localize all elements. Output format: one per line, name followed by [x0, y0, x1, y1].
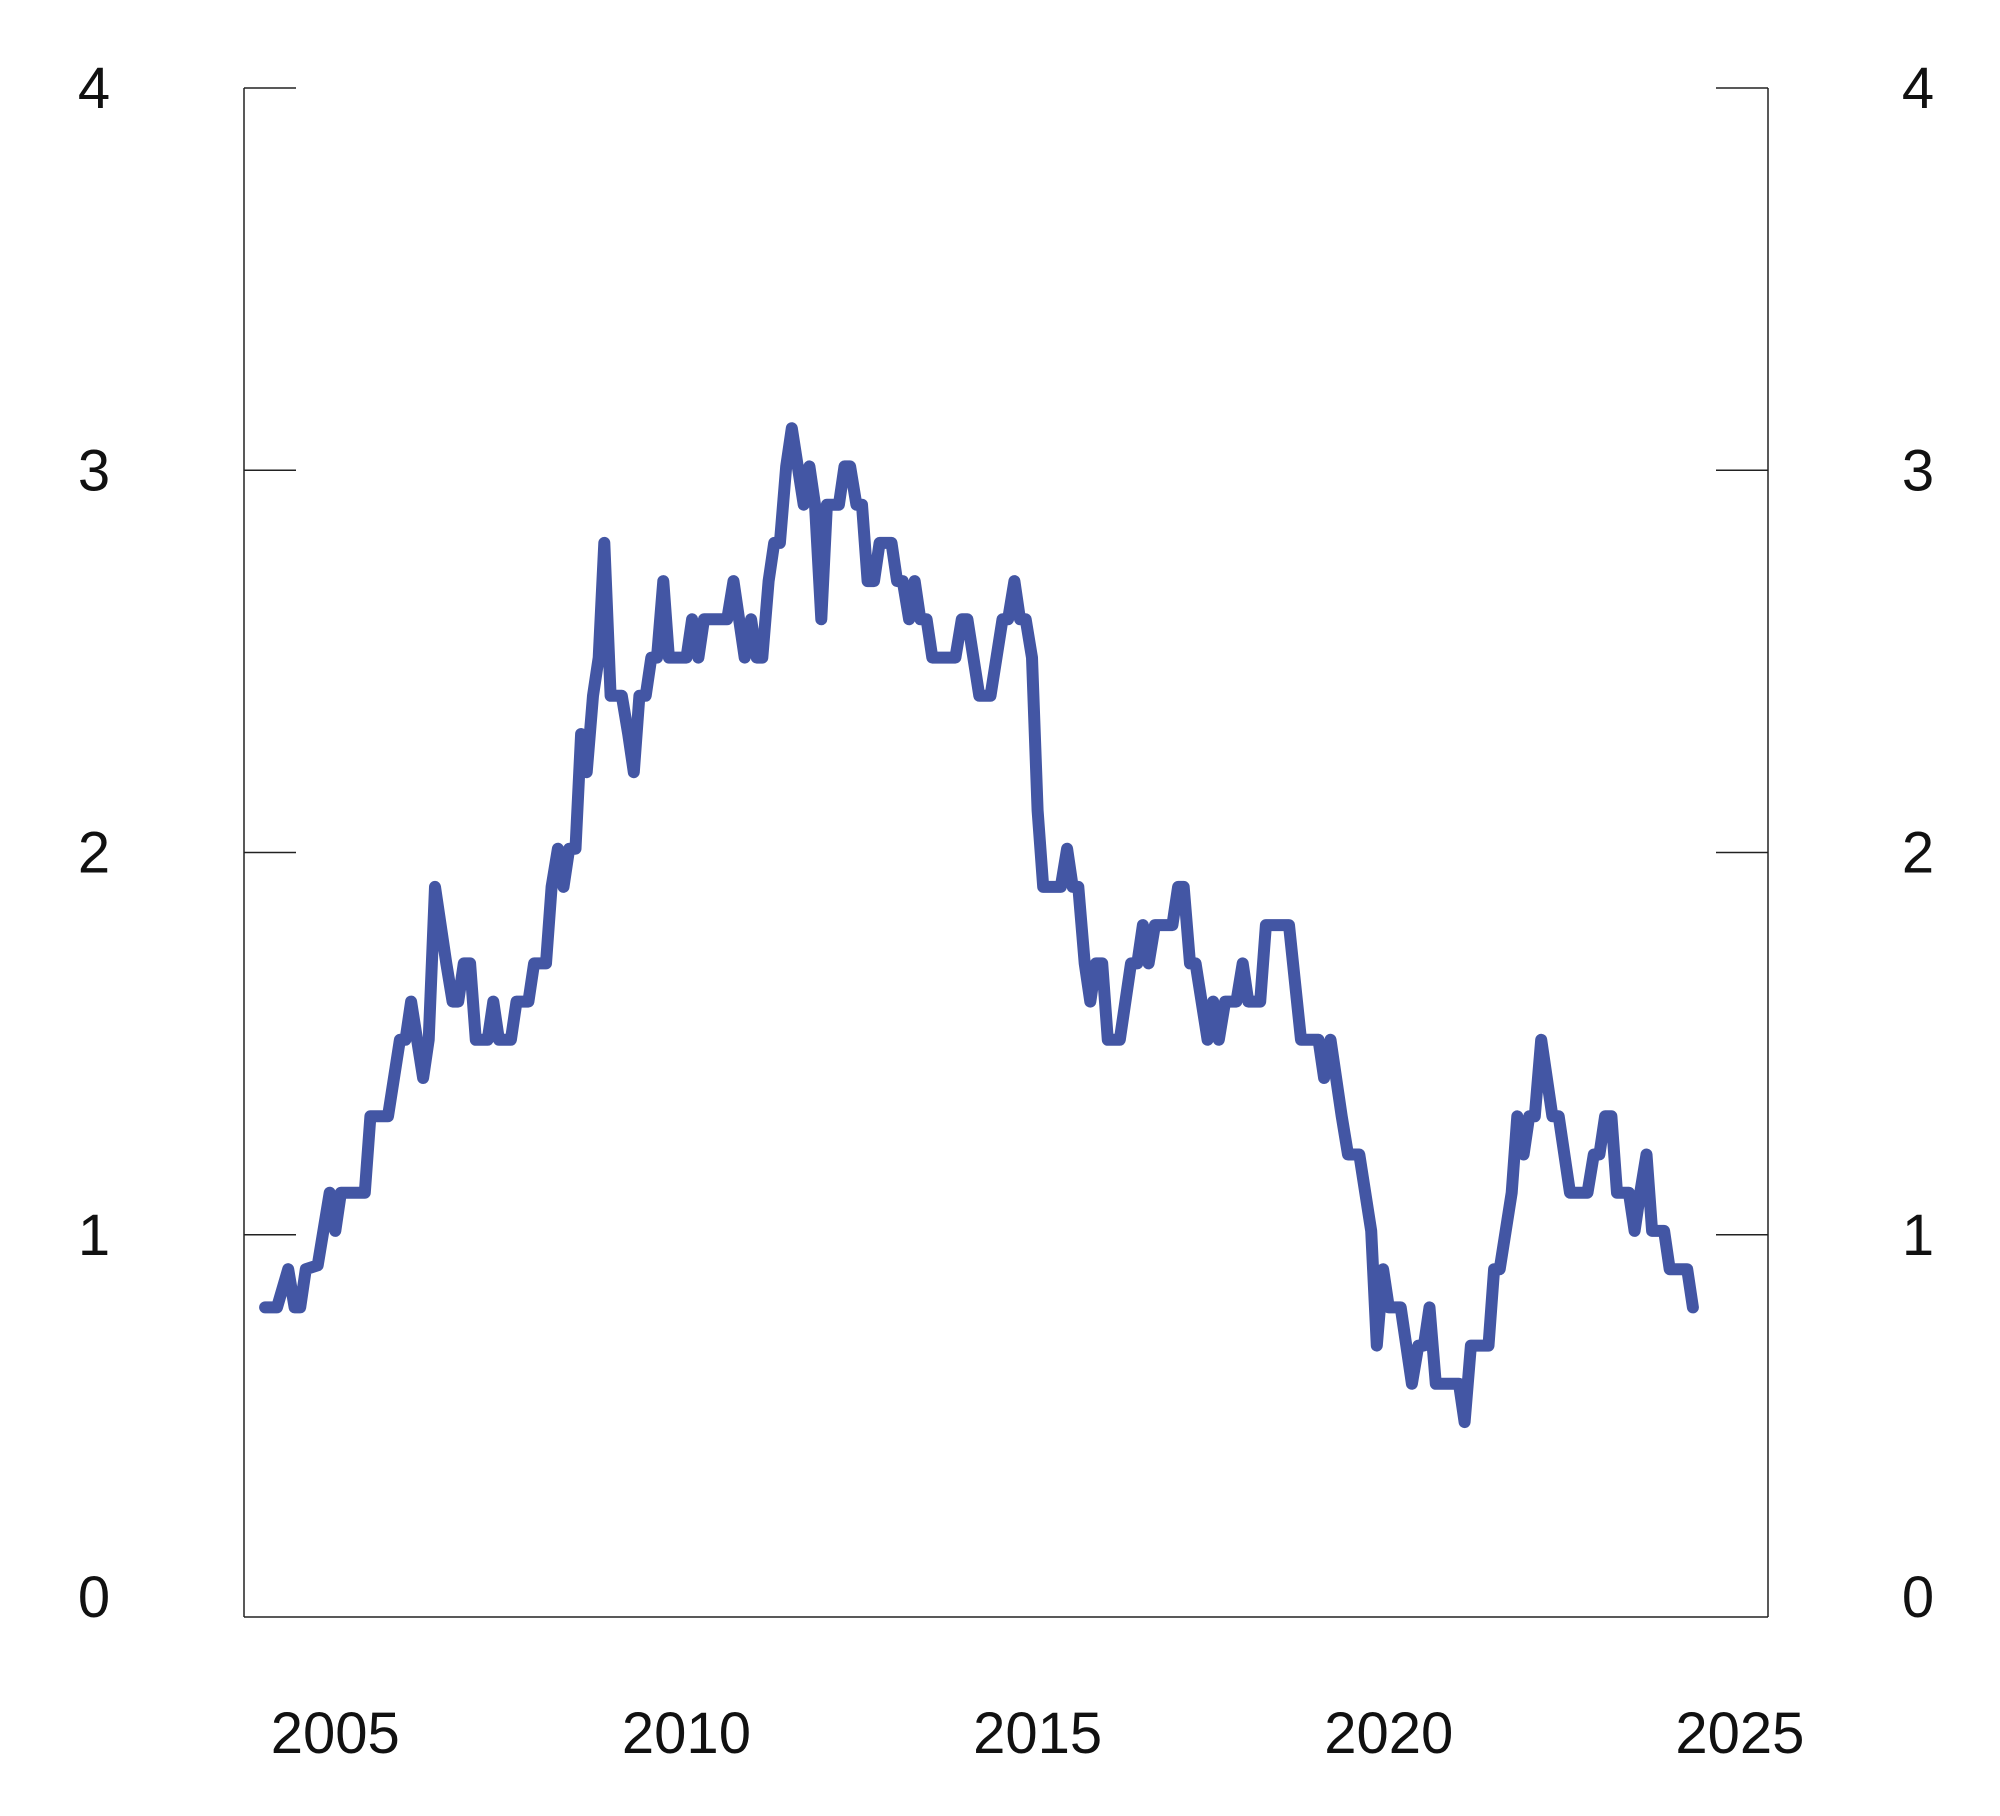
y-tick-label-left: 4 — [78, 56, 110, 121]
y-tick-label-left: 2 — [78, 821, 110, 886]
x-tick-label: 2005 — [271, 1701, 400, 1766]
x-tick-label: 2025 — [1675, 1701, 1804, 1766]
y-tick-label-left: 0 — [78, 1565, 110, 1630]
series-group — [259, 422, 1699, 1429]
y-tick-label-right: 3 — [1902, 438, 1934, 503]
x-tick-label: 2010 — [622, 1701, 751, 1766]
plot-frame — [243, 88, 1769, 1618]
x-tick-label: 2015 — [973, 1701, 1102, 1766]
y-tick-label-left: 1 — [78, 1203, 110, 1268]
y-tick-label-right: 1 — [1902, 1203, 1934, 1268]
axis-ticks — [244, 87, 1768, 1236]
y-tick-label-right: 2 — [1902, 821, 1934, 886]
series-line-0 — [259, 422, 1699, 1429]
y-tick-label-right: 0 — [1902, 1565, 1934, 1630]
axis-tick-labels: 0 0 1 1 2 2 3 3 4 4 2005 2010 2015 2020 2025 — [78, 56, 1934, 1766]
y-tick-label-right: 4 — [1902, 56, 1934, 121]
x-tick-label: 2020 — [1324, 1701, 1453, 1766]
y-tick-label-left: 3 — [78, 438, 110, 503]
